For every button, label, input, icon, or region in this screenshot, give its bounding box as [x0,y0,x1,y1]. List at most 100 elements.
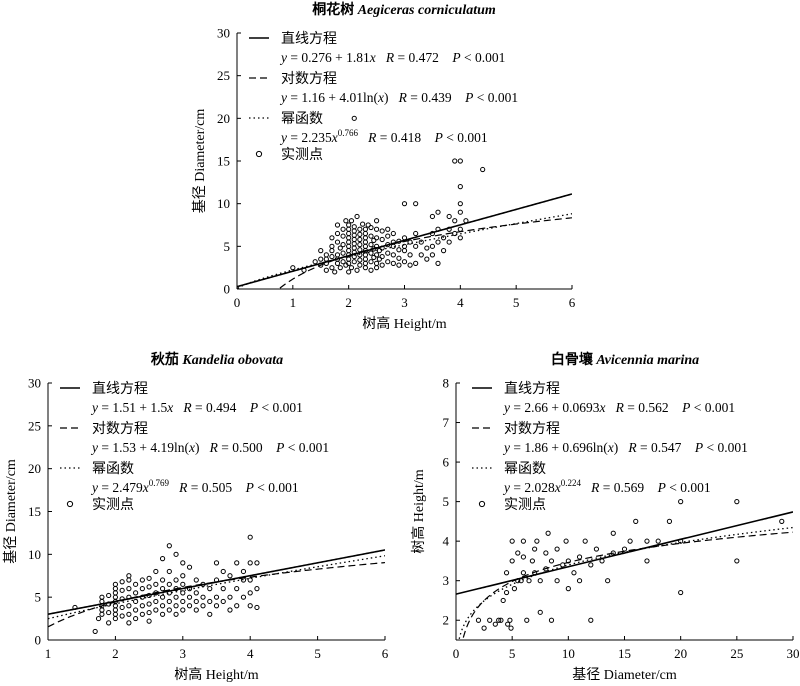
data-point [166,543,172,549]
data-point [348,218,355,224]
data-point [126,577,132,583]
data-point [207,586,213,592]
data-point [371,237,377,243]
eq-gap [236,400,250,415]
eq-r-value: = 0.472 [394,50,439,65]
data-point [254,560,260,566]
y-tick-label: 8 [443,376,450,391]
data-point [166,598,172,605]
data-point [520,570,527,576]
data-point [146,601,152,607]
data-point [390,252,396,258]
eq-r-label: R [615,400,625,415]
eq-p-value: < 0.001 [284,440,329,455]
data-point [537,609,543,615]
data-point [153,568,159,575]
data-point [435,239,441,245]
data-point [343,218,349,224]
legend-name: 幂函数 [281,111,323,127]
data-point [385,250,391,256]
legend-equation: y = 2.66 + 0.0693x R = 0.562 P < 0.001 [502,400,735,415]
data-point [413,201,419,207]
data-point [401,201,408,207]
eq-p-value: < 0.001 [258,400,303,415]
data-point [475,617,482,623]
data-point [133,581,139,587]
data-point [515,550,521,556]
data-point [112,586,119,592]
eq-p-label: P [681,400,690,415]
data-point [452,218,458,224]
data-point [247,534,253,540]
data-point [357,231,363,237]
data-point [139,603,145,609]
data-point [200,594,206,600]
eq-exponent: 0.224 [561,478,582,488]
data-point [452,230,458,237]
data-point [159,611,166,617]
data-point [571,570,577,576]
eq-y: y [502,480,510,495]
legend-equation: y = 0.276 + 1.81x R = 0.472 P < 0.001 [279,50,505,65]
y-tick-label: 5 [35,590,42,605]
data-point [119,587,125,593]
data-point [340,250,346,256]
eq-r-value: = 0.547 [637,440,682,455]
data-point [621,546,628,552]
data-point [186,594,193,600]
y-axis-label: 基径 Diameter/cm [2,459,19,564]
data-point [153,581,159,587]
y-tick-label: 5 [443,494,450,509]
title-chinese: 白骨壤 [551,351,594,368]
x-tick-label: 4 [457,295,464,310]
fit-curve-log [462,531,793,640]
data-point [362,239,369,245]
data-point [180,560,186,566]
data-point [126,611,132,617]
data-point [357,257,363,263]
eq-x: x [377,90,384,105]
x-tick-label: 25 [730,646,743,661]
eq-p-value: < 0.001 [703,440,748,455]
data-point [332,269,338,275]
eq-p-value: < 0.001 [666,480,711,495]
eq-rhs: = 1.53 + 4.19ln( [98,440,189,455]
data-point [126,586,132,592]
eq-gap [358,130,368,145]
data-point [379,253,385,260]
y-tick-label: 5 [224,239,231,254]
data-point [362,226,369,232]
data-point [457,184,463,190]
data-point [290,265,296,271]
data-point [220,586,226,592]
eq-x: x [188,440,195,455]
eq-rhs: = 2.028 [510,480,555,495]
data-point [234,586,240,592]
title-latin: Kandelia obovata [181,353,283,368]
data-point [351,259,357,265]
data-point [213,594,220,600]
data-point [396,255,402,261]
data-point [112,607,119,613]
data-point [368,233,374,239]
legend-name: 幂函数 [504,461,546,477]
data-point [413,230,419,237]
eq-gap [439,50,453,65]
data-point [487,617,493,623]
eq-p-value: < 0.001 [443,130,488,145]
data-point [173,551,179,557]
data-point [532,546,538,552]
x-tick-label: 10 [562,646,575,661]
data-point [193,607,199,613]
data-point [413,260,419,266]
data-point [446,213,452,220]
data-point [334,260,341,266]
eq-y: y [279,90,287,105]
scatter-points [475,499,785,631]
data-point [247,560,253,566]
data-point [139,586,145,592]
data-point [329,235,335,241]
eq-x: x [554,480,561,495]
data-point [234,603,240,609]
data-point [734,499,740,505]
